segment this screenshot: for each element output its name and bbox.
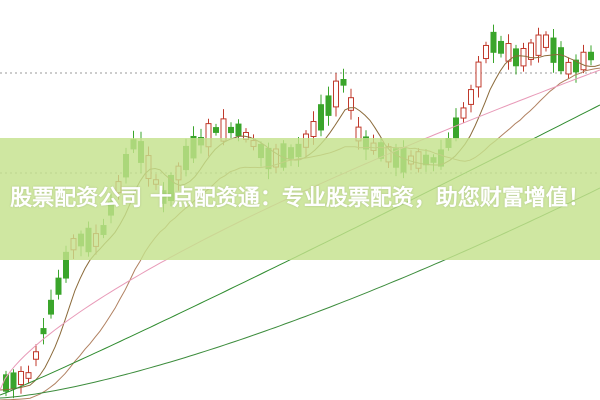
headline-text: 股票配资公司 十点配资通：专业股票配资，助您财富增值！	[10, 186, 590, 211]
candle-body	[40, 328, 47, 335]
candle-body	[235, 123, 242, 137]
candle-body	[580, 51, 587, 71]
candle-body	[18, 370, 24, 386]
candle-body	[588, 51, 594, 61]
candle-body	[10, 372, 17, 389]
candle-body	[528, 42, 534, 60]
candle-body	[460, 107, 467, 119]
candle-body	[543, 34, 549, 48]
candle-body	[310, 121, 317, 137]
candle-body	[520, 47, 527, 67]
candle-body	[25, 372, 32, 379]
candle-body	[33, 351, 39, 360]
candle-body	[490, 31, 497, 53]
candle-body	[513, 48, 519, 67]
candle-body	[453, 117, 459, 139]
candle-body	[505, 43, 512, 62]
candle-body	[213, 127, 219, 133]
candle-body	[48, 299, 54, 315]
candle-body	[498, 40, 504, 54]
candle-body	[55, 277, 62, 295]
candle-body	[475, 61, 482, 88]
candle-body	[558, 47, 564, 72]
candle-body	[333, 80, 339, 108]
candle-body	[228, 126, 234, 134]
candle-body	[573, 59, 579, 73]
candle-body	[325, 95, 332, 116]
candle-body	[535, 34, 542, 56]
candle-body	[340, 79, 347, 86]
candle-body	[483, 44, 489, 60]
candle-body	[468, 89, 474, 105]
candle-body	[565, 61, 572, 75]
candle-body	[318, 104, 324, 131]
candle-body	[550, 37, 557, 63]
candle-body	[348, 97, 354, 111]
headline-banner: 股票配资公司 十点配资通：专业股票配资，助您财富增值！	[0, 138, 600, 260]
